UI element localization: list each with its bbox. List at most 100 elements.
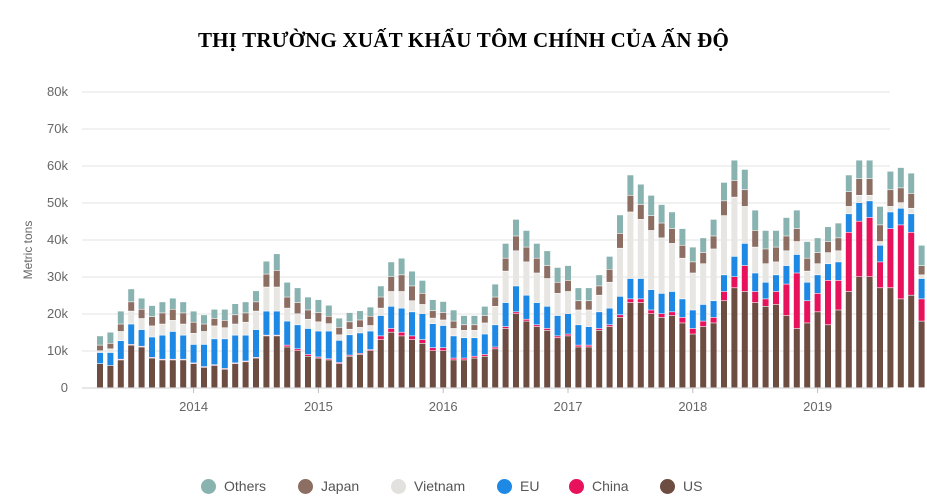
bar-segment-china[interactable] [856,221,863,277]
bar-stack[interactable] [346,312,353,388]
bar-segment-vietnam[interactable] [554,293,561,316]
bar-segment-others[interactable] [793,210,800,229]
bar-segment-us[interactable] [357,354,363,388]
bar-segment-china[interactable] [346,355,353,356]
bar-segment-others[interactable] [138,298,145,309]
bar-segment-china[interactable] [918,299,925,321]
bar-segment-japan[interactable] [752,230,759,247]
bar-segment-eu[interactable] [336,340,343,363]
bar-segment-eu[interactable] [398,308,405,332]
bar-segment-japan[interactable] [825,241,831,253]
bar-segment-others[interactable] [887,171,894,190]
bar-segment-china[interactable] [419,339,426,343]
bar-segment-others[interactable] [221,309,228,321]
bar-segment-china[interactable] [825,280,831,325]
bar-segment-japan[interactable] [97,345,103,351]
bar-stack[interactable] [606,256,613,388]
bar-segment-eu[interactable] [253,329,259,358]
bar-segment-japan[interactable] [242,313,249,322]
bar-segment-eu[interactable] [481,334,488,355]
bar-segment-vietnam[interactable] [814,264,821,275]
bar-segment-japan[interactable] [783,236,790,251]
bar-segment-us[interactable] [721,301,727,388]
bar-segment-us[interactable] [128,345,135,388]
bar-segment-others[interactable] [97,336,103,345]
bar-segment-us[interactable] [513,314,519,388]
bar-segment-us[interactable] [845,291,852,388]
bar-segment-others[interactable] [627,175,634,195]
bar-segment-others[interactable] [513,219,519,236]
bar-stack[interactable] [294,288,301,388]
bar-segment-eu[interactable] [773,275,779,292]
bar-segment-us[interactable] [492,349,499,388]
bar-segment-china[interactable] [388,328,395,332]
bar-segment-eu[interactable] [741,243,748,266]
bar-stack[interactable] [284,282,291,388]
bar-segment-us[interactable] [263,336,270,388]
bar-segment-others[interactable] [201,315,207,324]
bar-segment-vietnam[interactable] [513,251,519,286]
bar-segment-others[interactable] [117,311,124,324]
bar-stack[interactable] [492,284,499,388]
bar-segment-eu[interactable] [856,203,863,221]
bar-segment-china[interactable] [658,314,665,318]
bar-segment-others[interactable] [461,315,467,325]
bar-segment-us[interactable] [648,314,655,388]
bar-segment-eu[interactable] [783,265,790,284]
bar-segment-vietnam[interactable] [533,273,540,303]
bar-segment-us[interactable] [232,363,239,388]
bar-segment-vietnam[interactable] [169,320,176,332]
bar-segment-japan[interactable] [388,277,395,292]
bar-segment-eu[interactable] [835,262,842,281]
bar-stack[interactable] [585,288,592,388]
bar-segment-japan[interactable] [679,245,686,258]
bar-stack[interactable] [336,318,343,388]
bar-segment-eu[interactable] [461,338,467,358]
bar-segment-us[interactable] [710,323,717,388]
bar-segment-us[interactable] [554,338,561,388]
bar-segment-vietnam[interactable] [97,351,103,353]
bar-segment-china[interactable] [814,293,821,312]
bar-segment-japan[interactable] [533,258,540,273]
bar-segment-others[interactable] [315,299,322,313]
bar-stack[interactable] [669,212,675,388]
legend-item-others[interactable]: Others [201,478,266,494]
bar-stack[interactable] [825,227,831,388]
bar-segment-vietnam[interactable] [398,291,405,308]
bar-segment-vietnam[interactable] [481,323,488,334]
bar-segment-china[interactable] [585,345,592,347]
bar-segment-vietnam[interactable] [336,335,343,341]
bar-segment-others[interactable] [169,298,176,309]
bar-segment-japan[interactable] [523,247,530,262]
bar-stack[interactable] [565,265,571,388]
bar-segment-others[interactable] [336,318,343,328]
bar-segment-china[interactable] [793,273,800,329]
bar-segment-us[interactable] [398,336,405,388]
bar-segment-eu[interactable] [138,329,145,346]
bar-segment-eu[interactable] [700,304,707,321]
bar-segment-china[interactable] [533,325,540,327]
bar-segment-vietnam[interactable] [804,271,811,282]
bar-segment-china[interactable] [617,315,623,318]
bar-segment-eu[interactable] [658,293,665,314]
bar-segment-others[interactable] [533,243,540,258]
bar-stack[interactable] [731,160,738,388]
bar-segment-japan[interactable] [897,188,904,203]
bar-stack[interactable] [273,254,280,388]
bar-segment-us[interactable] [627,302,634,388]
bar-segment-china[interactable] [429,348,436,351]
bar-segment-others[interactable] [357,311,363,320]
bar-stack[interactable] [721,182,727,388]
bar-segment-vietnam[interactable] [523,262,530,295]
bar-segment-us[interactable] [190,363,197,388]
bar-segment-vietnam[interactable] [471,330,478,338]
bar-segment-eu[interactable] [523,295,530,319]
bar-segment-vietnam[interactable] [492,306,499,325]
bar-segment-japan[interactable] [617,233,623,248]
bar-stack[interactable] [710,219,717,388]
bar-segment-china[interactable] [377,336,384,340]
bar-segment-us[interactable] [377,339,384,388]
bar-segment-eu[interactable] [107,352,114,366]
bar-segment-japan[interactable] [710,236,717,249]
bar-segment-eu[interactable] [679,299,686,318]
